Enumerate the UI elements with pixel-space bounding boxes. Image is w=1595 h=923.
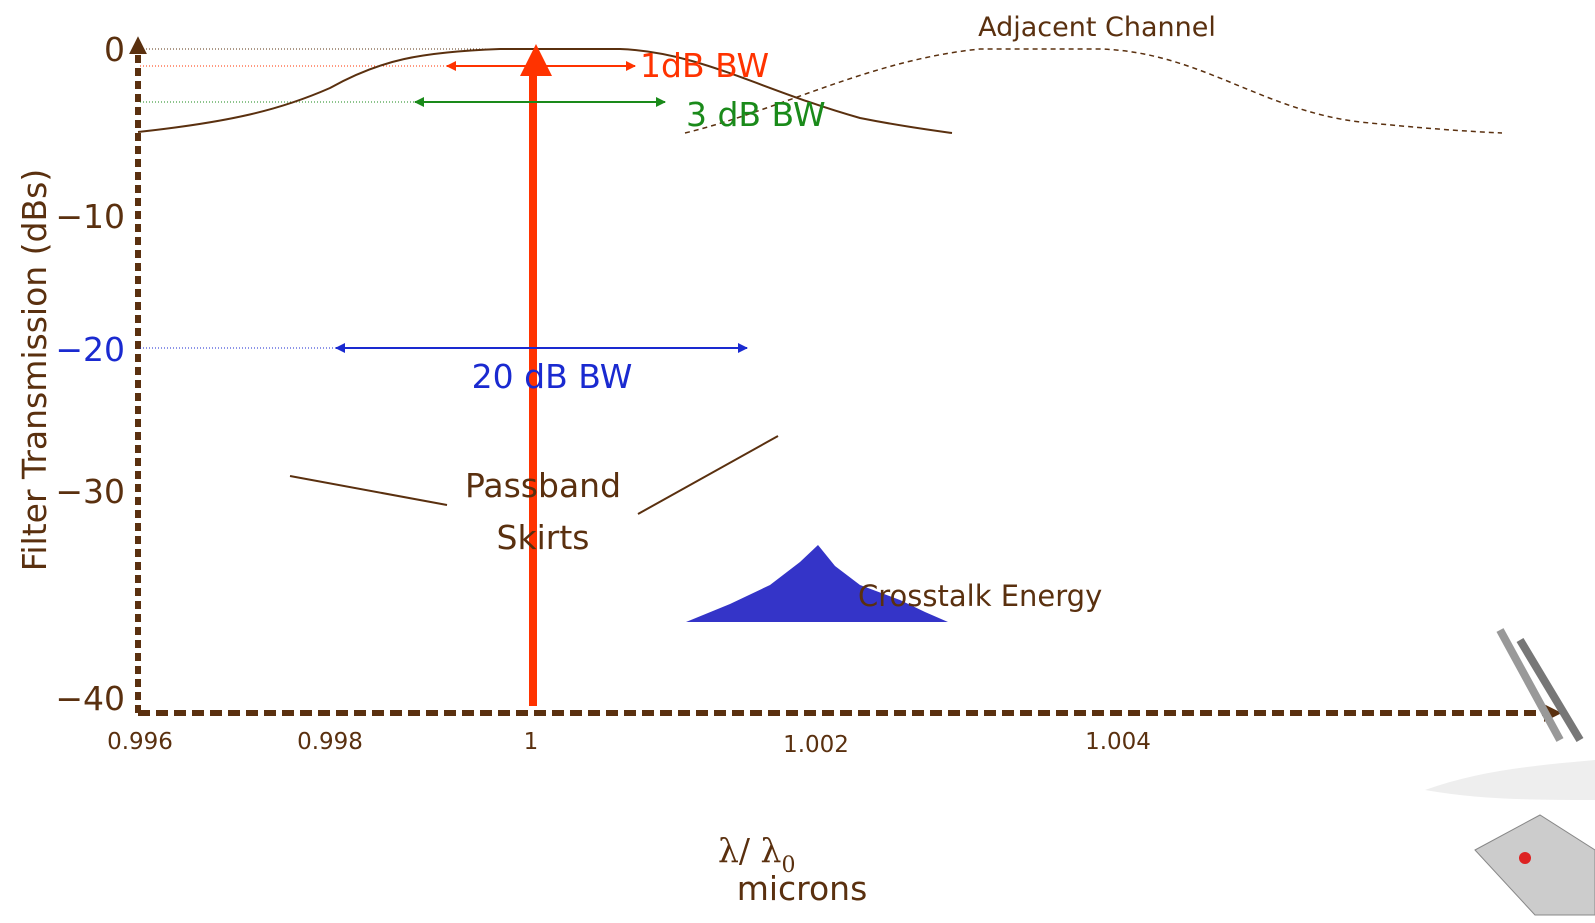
- annotation: Skirts: [497, 518, 590, 557]
- y-tick-label: −10: [55, 197, 125, 236]
- annotation: 1dB BW: [640, 46, 769, 85]
- x-tick-label: 1.002: [783, 732, 849, 758]
- y-tick-label: −20: [55, 330, 125, 369]
- pointer: [637, 435, 779, 515]
- x-tick-label: 0.998: [297, 729, 363, 755]
- annotation: 20 dB BW: [472, 357, 633, 396]
- x-axis-subscript: 0: [781, 853, 795, 878]
- y-tick-label: −30: [55, 472, 125, 511]
- crosstalk-shape: [686, 545, 948, 622]
- y-tick-label: −40: [55, 679, 125, 718]
- annotation: 3 dB BW: [686, 95, 826, 134]
- x-axis-unit: microns: [737, 869, 868, 908]
- x-tick-label: 1: [524, 729, 539, 755]
- y-axis-label: Filter Transmission (dBs): [15, 169, 54, 571]
- annotation: Adjacent Channel: [978, 12, 1216, 43]
- x-axis-symbol: λ/ λ: [718, 831, 781, 870]
- adjacent-curve: [684, 48, 1503, 134]
- filter-curve: [137, 48, 953, 134]
- x-tick-label: 1.004: [1085, 729, 1151, 755]
- decoration: [1425, 628, 1595, 916]
- y-tick-label: 0: [104, 30, 125, 69]
- annotation: Crosstalk Energy: [858, 579, 1102, 613]
- x-axis-label: λ/ λ0: [718, 831, 795, 878]
- annotation: Passband: [465, 466, 621, 505]
- x-tick-label: 0.996: [107, 729, 173, 755]
- pointer: [289, 475, 448, 506]
